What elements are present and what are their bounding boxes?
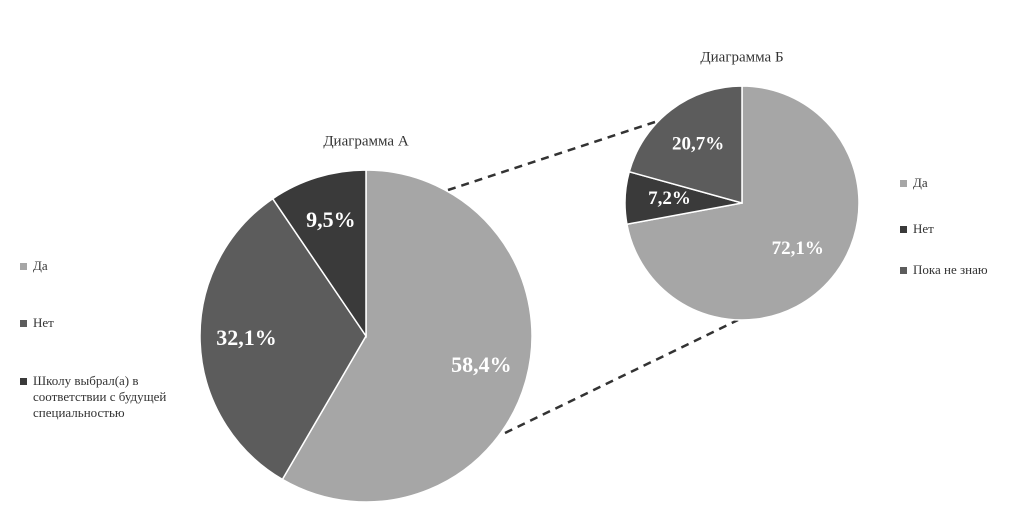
data-label: 58,4%: [451, 352, 512, 377]
connector: [447, 120, 656, 192]
legend-swatch: [900, 226, 907, 233]
legend-label: Да: [33, 258, 48, 273]
legend-entry: Пока не знаю: [900, 262, 1020, 278]
data-label: 72,1%: [772, 238, 824, 259]
pie-slice: [271, 169, 367, 339]
pie-slice: [281, 169, 533, 503]
legend-swatch: [20, 263, 27, 270]
legend-label: Школу выбрал(а) в соответствии с будущей…: [33, 373, 167, 420]
chart-title: Диаграмма А: [323, 133, 409, 149]
pie-slice: [628, 85, 743, 204]
legend-entry: Нет: [900, 221, 1020, 237]
legend-swatch: [20, 320, 27, 327]
legend-entry: Да: [20, 258, 210, 274]
data-label: 9,5%: [306, 207, 356, 232]
chart-title: Диаграмма Б: [700, 49, 783, 65]
legend-entry: Да: [900, 175, 1020, 191]
legend-label: Пока не знаю: [913, 262, 988, 277]
legend-label: Да: [913, 175, 928, 190]
pie-slice: [626, 85, 860, 321]
legend-entry: Школу выбрал(а) в соответствии с будущей…: [20, 373, 210, 421]
pie-slice: [199, 197, 367, 481]
data-label: 32,1%: [216, 325, 277, 350]
legend-label: Нет: [33, 315, 54, 330]
legend-entry: Нет: [20, 315, 210, 331]
legend-swatch: [900, 180, 907, 187]
data-label: 7,2%: [648, 188, 691, 209]
legend-swatch: [20, 378, 27, 385]
legend-label: Нет: [913, 221, 934, 236]
legend-swatch: [900, 267, 907, 274]
connector: [504, 318, 739, 435]
data-label: 20,7%: [672, 134, 724, 155]
